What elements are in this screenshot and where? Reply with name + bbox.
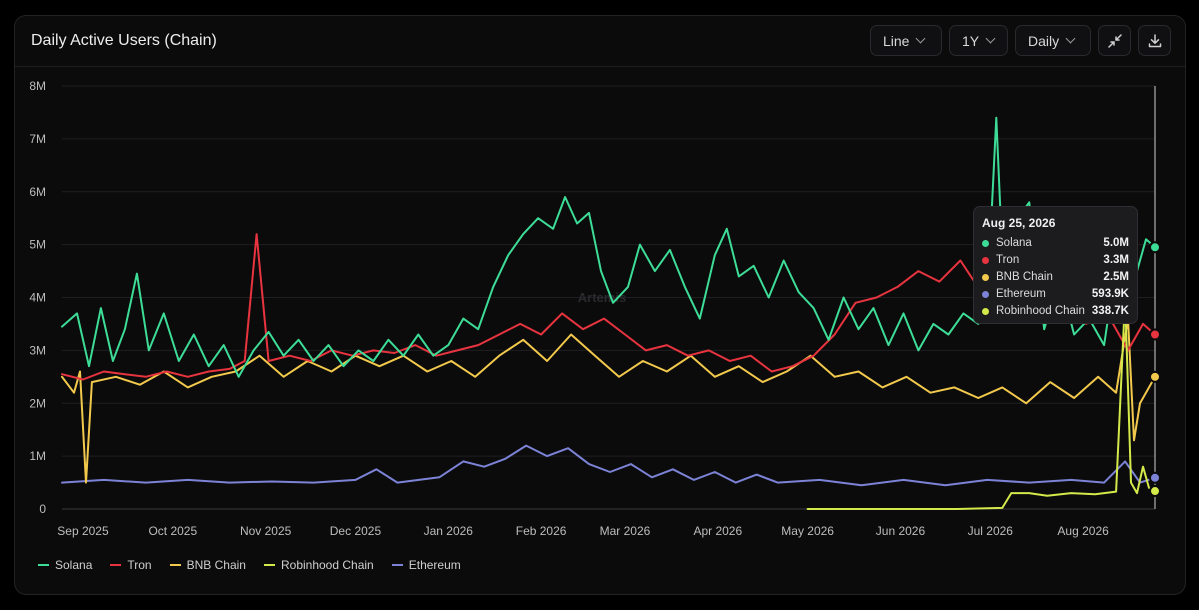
x-tick-label: Mar 2026 — [600, 524, 651, 538]
tooltip-series-name: Solana — [996, 237, 1032, 249]
range-value: 1Y — [962, 32, 980, 49]
series-end-marker-robinhood-chain — [1149, 485, 1161, 498]
legend-item-tron[interactable]: Tron — [110, 558, 152, 572]
legend-swatch — [391, 564, 403, 566]
x-tick-label: Jun 2026 — [876, 524, 926, 538]
series-end-marker-bnb-chain — [1149, 370, 1161, 383]
y-tick-label: 1M — [29, 449, 46, 463]
legend-label: BNB Chain — [186, 558, 246, 572]
legend-item-robinhood[interactable]: Robinhood Chain — [263, 558, 374, 572]
chart-legend: Solana Tron BNB Chain Robinhood Chain Et… — [38, 557, 479, 573]
tooltip-row-solana: Solana 5.0M — [982, 235, 1129, 251]
x-tick-label: Jul 2026 — [968, 524, 1014, 538]
series-end-marker-ethereum — [1149, 471, 1161, 484]
y-tick-label: 2M — [29, 396, 46, 410]
tooltip-dot — [982, 256, 989, 264]
y-tick-label: 5M — [29, 238, 46, 252]
legend-swatch — [38, 564, 49, 566]
tooltip-series-value: 2.5M — [1103, 271, 1129, 283]
chart-title: Daily Active Users (Chain) — [31, 32, 217, 49]
range-select[interactable]: 1Y — [949, 25, 1008, 56]
legend-swatch — [169, 564, 181, 566]
series-end-marker-solana — [1149, 241, 1161, 254]
tooltip-dot — [982, 307, 989, 315]
tooltip-series-value: 3.3M — [1103, 254, 1129, 266]
series-end-marker-tron — [1149, 328, 1161, 341]
tooltip-dot — [982, 239, 989, 247]
interval-value: Daily — [1028, 32, 1060, 49]
legend-item-ethereum[interactable]: Ethereum — [391, 558, 461, 572]
chart-tooltip: Aug 25, 2026 Solana 5.0M Tron 3.3M BNB C… — [973, 206, 1138, 324]
x-tick-label: Feb 2026 — [516, 524, 567, 538]
tooltip-series-name: Tron — [996, 254, 1020, 266]
tooltip-series-value: 5.0M — [1103, 237, 1129, 249]
legend-item-solana[interactable]: Solana — [38, 558, 92, 572]
legend-label: Solana — [55, 558, 93, 572]
y-tick-label: 7M — [29, 132, 46, 146]
interval-select[interactable]: Daily — [1015, 25, 1091, 56]
y-tick-label: 4M — [29, 291, 46, 305]
tooltip-row-ethereum: Ethereum 593.9K — [982, 286, 1129, 302]
series-line-ethereum — [61, 444, 1156, 487]
x-tick-label: Dec 2025 — [330, 524, 382, 538]
chart-type-select[interactable]: Line — [870, 25, 942, 56]
panel-header: Daily Active Users (Chain) Line 1Y Daily — [15, 16, 1185, 67]
y-tick-label: 8M — [29, 79, 46, 93]
y-tick-label: 0 — [39, 502, 46, 516]
x-tick-label: May 2026 — [781, 524, 834, 538]
legend-swatch — [263, 564, 275, 566]
series-line-robinhood-chain — [806, 296, 1156, 510]
x-tick-label: Aug 2026 — [1057, 524, 1109, 538]
collapse-icon — [1107, 33, 1122, 48]
tooltip-dot — [982, 290, 989, 298]
y-tick-label: 3M — [29, 343, 46, 357]
legend-item-bnb[interactable]: BNB Chain — [169, 558, 246, 572]
legend-label: Robinhood Chain — [280, 558, 374, 572]
legend-swatch — [110, 564, 122, 566]
x-tick-label: Sep 2025 — [57, 524, 109, 538]
collapse-button[interactable] — [1098, 25, 1131, 56]
y-tick-label: 6M — [29, 185, 46, 199]
tooltip-series-name: BNB Chain — [996, 271, 1053, 283]
legend-label: Tron — [127, 558, 152, 572]
x-tick-label: Jan 2026 — [424, 524, 474, 538]
tooltip-series-name: Ethereum — [996, 288, 1046, 300]
tooltip-series-value: 338.7K — [1091, 305, 1129, 317]
x-tick-label: Oct 2025 — [148, 524, 197, 538]
series-line-bnb-chain — [61, 317, 1156, 484]
tooltip-row-tron: Tron 3.3M — [982, 252, 1129, 268]
chart-type-value: Line — [883, 32, 910, 49]
legend-label: Ethereum — [408, 558, 461, 572]
x-tick-label: Nov 2025 — [240, 524, 292, 538]
tooltip-row-bnb: BNB Chain 2.5M — [982, 269, 1129, 285]
download-button[interactable] — [1138, 25, 1171, 56]
download-icon — [1148, 33, 1161, 47]
tooltip-dot — [982, 273, 989, 281]
tooltip-series-name: Robinhood Chain — [996, 305, 1085, 317]
x-tick-label: Apr 2026 — [693, 524, 742, 538]
tooltip-date: Aug 25, 2026 — [982, 216, 1056, 230]
tooltip-row-robinhood: Robinhood Chain 338.7K — [982, 303, 1129, 319]
tooltip-series-value: 593.9K — [1091, 288, 1129, 300]
